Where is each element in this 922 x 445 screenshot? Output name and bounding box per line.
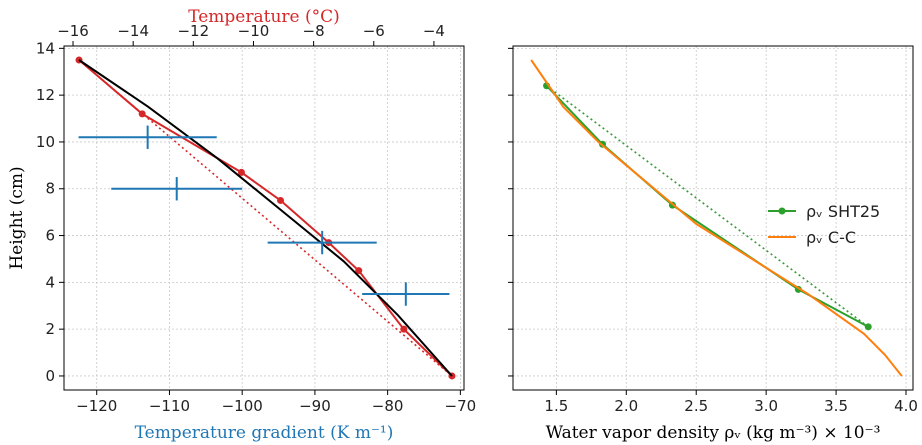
x2-axis-label: Temperature (°C) <box>188 7 340 27</box>
legend-entry-label: ρᵥ C-C <box>806 228 856 247</box>
data-point <box>864 323 872 331</box>
y-tick-label: 6 <box>45 227 55 245</box>
data-point <box>237 168 245 176</box>
y-tick-label: 12 <box>36 86 55 104</box>
plot-frame <box>512 45 914 391</box>
x2-tick-label: −10 <box>238 22 270 40</box>
x-tick-label: −110 <box>149 397 190 415</box>
plot-frame <box>63 45 465 391</box>
x2-tick-label: −4 <box>423 22 445 40</box>
y-tick-label: 14 <box>36 39 55 57</box>
x2-tick-label: −16 <box>57 22 89 40</box>
x-tick-label: −70 <box>445 397 477 415</box>
y-tick-label: 4 <box>45 273 55 291</box>
series-line <box>530 59 903 377</box>
x-tick-label: −90 <box>299 397 331 415</box>
legend-entry-label: ρᵥ SHT25 <box>806 202 880 221</box>
y-tick-label: 2 <box>45 320 55 338</box>
x2-tick-label: −12 <box>177 22 209 40</box>
x-tick-label: 3.0 <box>754 397 778 415</box>
data-point <box>400 325 408 333</box>
data-point <box>277 196 285 204</box>
x-tick-label: 4.0 <box>894 397 918 415</box>
plot-area <box>75 56 456 380</box>
y-tick-label: 0 <box>45 367 55 385</box>
x-tick-label: 1.5 <box>544 397 568 415</box>
x-tick-label: 3.5 <box>824 397 848 415</box>
series-line <box>78 59 453 377</box>
x2-tick-label: −8 <box>303 22 325 40</box>
x-tick-label: −120 <box>76 397 117 415</box>
series-line <box>78 59 453 377</box>
x-tick-label: 2.5 <box>684 397 708 415</box>
x-tick-label: −80 <box>372 397 404 415</box>
y-tick-label: 10 <box>36 133 55 151</box>
x2-tick-label: −14 <box>117 22 149 40</box>
data-point <box>355 267 363 275</box>
x-tick-label: −100 <box>222 397 263 415</box>
legend-marker <box>778 207 786 215</box>
x2-tick-label: −6 <box>363 22 385 40</box>
x-axis-label: Water vapor density ρᵥ (kg m⁻³) × 10⁻³ <box>546 423 881 443</box>
x-axis-label: Temperature gradient (K m⁻¹) <box>135 423 394 443</box>
series-line <box>78 59 453 377</box>
y-axis-label: Height (cm) <box>7 166 27 269</box>
series-line <box>546 85 869 328</box>
plot-area <box>530 59 903 377</box>
x-tick-label: 2.0 <box>614 397 638 415</box>
y-tick-label: 8 <box>45 180 55 198</box>
